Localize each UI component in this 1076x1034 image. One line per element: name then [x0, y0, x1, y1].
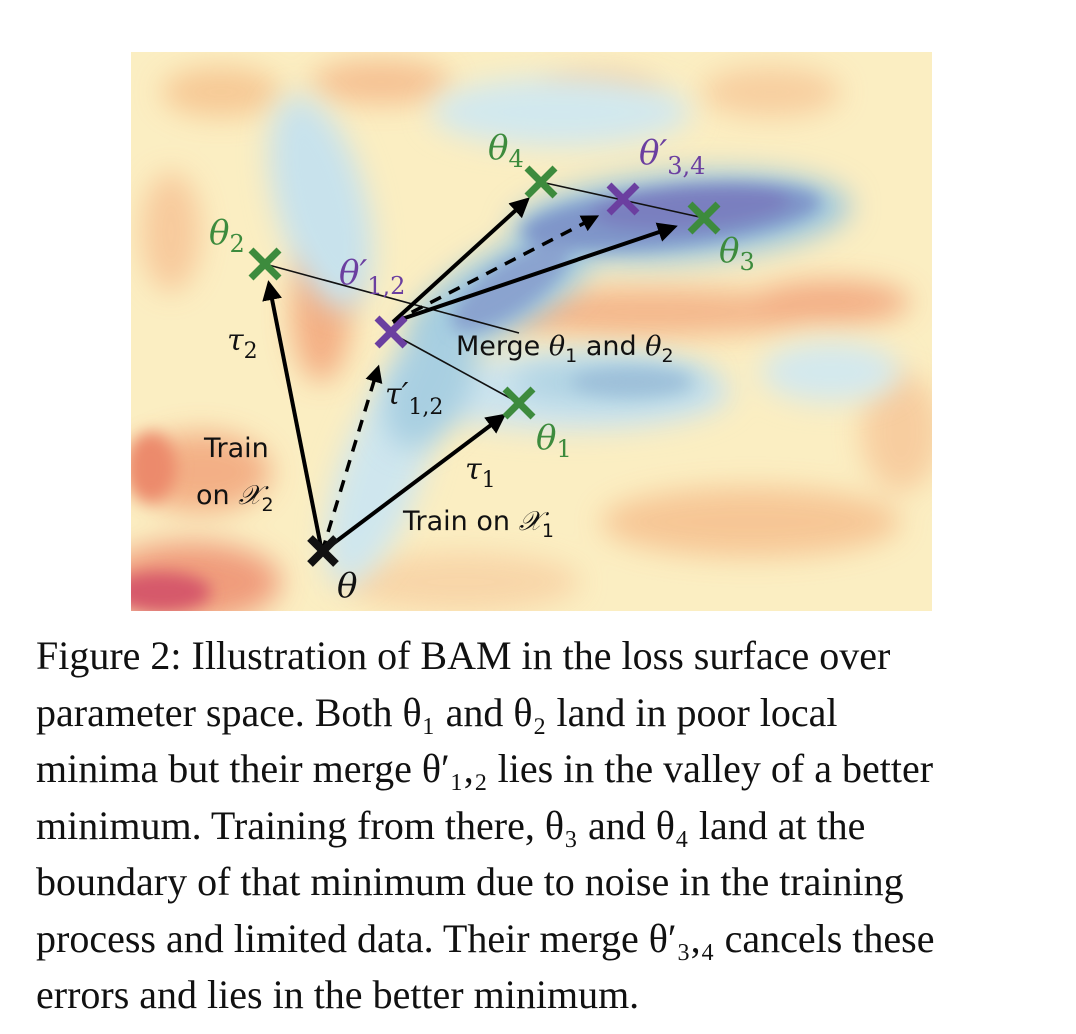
- caption-line: Figure 2: Illustration of BAM in the los…: [36, 633, 891, 678]
- merge12-marker: [374, 315, 408, 349]
- caption-line: parameter space. Both θ₁ and θ₂ land in …: [36, 689, 838, 735]
- figure-caption: Figure 2: Illustration of BAM in the los…: [36, 628, 1056, 1024]
- theta3-label: θ3: [719, 231, 755, 276]
- arrow-to-theta3: [392, 222, 678, 324]
- caption-line: boundary of that minimum due to noise in…: [36, 859, 904, 904]
- loss-surface-heatmap: [131, 52, 932, 611]
- merge-annotation: Merge θ1 and θ2: [456, 331, 674, 367]
- theta4-label: θ4: [488, 128, 524, 173]
- train1-annotation: Train on 𝒳1: [402, 506, 554, 542]
- caption-line: minima but their merge θ′₁,₂ lies in the…: [36, 746, 934, 791]
- arrow-to-merge34: [392, 215, 600, 324]
- merge12-label: θ′1,2: [339, 253, 405, 300]
- theta-marker: [307, 535, 339, 567]
- theta1-label: θ1: [536, 418, 572, 463]
- line-theta2-merge12: [264, 263, 520, 334]
- train2-annotation-line1: Train: [203, 433, 269, 464]
- tau2-label: τ2: [227, 323, 258, 364]
- caption-line: minimum. Training from there, θ₃ and θ₄ …: [36, 802, 866, 848]
- theta3-marker: [687, 201, 721, 235]
- loss-surface-svg: θ θ2 θ1 θ4 θ3 θ′1,2 θ′3,4 τ2 τ′1,2 τ1 Me…: [131, 52, 932, 611]
- train2-annotation-line2: on 𝒳2: [196, 480, 274, 516]
- arrow-tau2: [262, 280, 324, 553]
- merge34-label: θ′3,4: [639, 133, 705, 180]
- merge34-marker: [606, 182, 640, 216]
- loss-surface-figure: θ θ2 θ1 θ4 θ3 θ′1,2 θ′3,4 τ2 τ′1,2 τ1 Me…: [131, 52, 932, 611]
- arrow-to-theta4: [391, 197, 530, 324]
- theta2-marker: [248, 247, 282, 281]
- caption-line: errors and lies in the better minimum.: [36, 972, 640, 1017]
- line-merge12-theta1: [390, 332, 520, 404]
- theta-label: θ: [337, 566, 357, 606]
- tau1-label: τ1: [465, 452, 496, 493]
- theta4-marker: [524, 165, 558, 199]
- arrow-tau1: [320, 413, 507, 554]
- tau12-label: τ′1,2: [385, 377, 443, 420]
- caption-line: process and limited data. Their merge θ′…: [36, 915, 935, 961]
- theta1-marker: [502, 386, 536, 420]
- theta2-label: θ2: [209, 213, 245, 258]
- arrow-tau12: [320, 364, 383, 553]
